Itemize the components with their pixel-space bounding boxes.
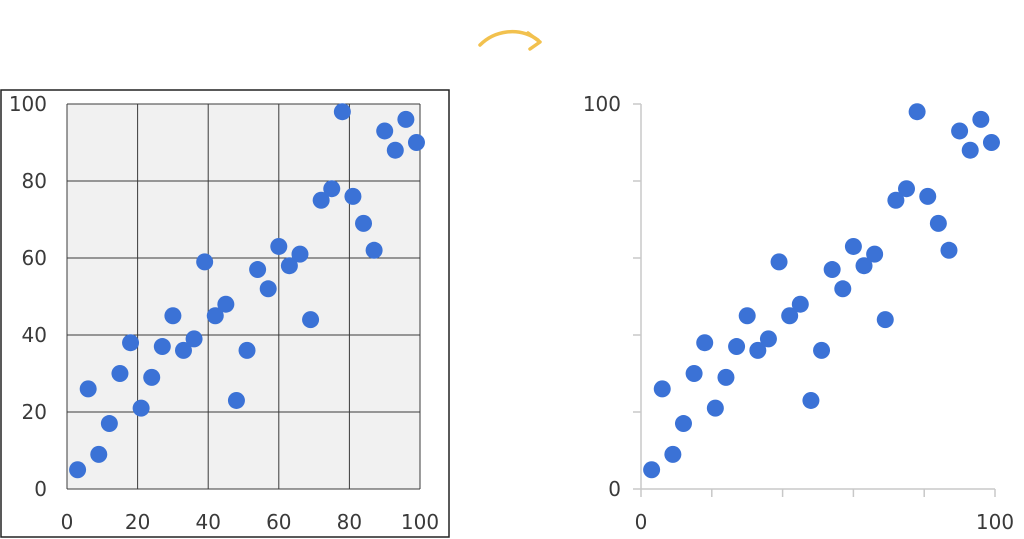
data-point: [749, 341, 767, 359]
y-tick-label: 20: [22, 400, 47, 424]
data-point: [791, 295, 809, 313]
data-point: [217, 295, 235, 313]
data-point: [153, 338, 171, 356]
y-tick-label: 60: [22, 246, 47, 270]
data-point: [386, 141, 404, 159]
data-point: [664, 445, 682, 463]
data-point: [164, 307, 182, 325]
data-point: [196, 253, 214, 271]
data-point: [100, 415, 118, 433]
data-point: [728, 338, 746, 356]
data-point: [227, 391, 245, 409]
data-point: [908, 103, 926, 121]
data-point: [802, 391, 820, 409]
left-scatter-chart: 0 20 40 60 80 100 0 20 40 60 80 100: [9, 92, 439, 534]
y-tick-label: 0: [34, 477, 47, 501]
x-tick-label: 40: [195, 510, 220, 534]
data-point: [79, 380, 97, 398]
x-tick-label: 0: [635, 510, 648, 534]
data-point: [143, 368, 161, 386]
x-tick-label: 80: [337, 510, 362, 534]
x-tick-label: 100: [976, 510, 1014, 534]
x-tick-label: 60: [266, 510, 291, 534]
data-point: [122, 334, 140, 352]
data-point: [312, 191, 330, 209]
y-tick-label: 0: [608, 477, 621, 501]
y-tick-label: 80: [22, 169, 47, 193]
data-point: [738, 307, 756, 325]
data-point: [898, 180, 915, 198]
data-point: [759, 330, 777, 348]
data-point: [770, 253, 788, 271]
data-point: [887, 191, 905, 209]
y-tick-label: 100: [583, 92, 621, 116]
data-point: [69, 461, 87, 479]
data-point: [653, 380, 671, 398]
x-tick-label: 20: [125, 510, 150, 534]
data-point: [249, 261, 267, 279]
data-point: [280, 257, 298, 275]
data-point: [270, 237, 288, 255]
data-point: [238, 341, 256, 359]
data-point: [685, 365, 703, 382]
data-point: [132, 399, 150, 417]
data-point: [111, 365, 129, 382]
data-point: [982, 134, 1000, 151]
data-point: [259, 280, 277, 298]
data-point: [206, 307, 224, 325]
data-point: [866, 245, 884, 263]
data-point: [696, 334, 714, 352]
data-point: [717, 368, 735, 386]
data-point: [929, 214, 947, 232]
data-point: [323, 180, 341, 198]
data-point: [876, 311, 894, 329]
data-point: [643, 461, 661, 479]
data-point: [365, 241, 383, 259]
plot-area: [67, 104, 420, 489]
data-point: [781, 307, 799, 325]
data-point: [185, 330, 203, 348]
y-tick-label: 100: [9, 92, 47, 116]
data-point: [174, 341, 192, 359]
data-point: [706, 399, 724, 417]
data-point: [302, 311, 320, 329]
data-point: [813, 341, 831, 359]
data-point: [961, 141, 979, 159]
data-point: [919, 187, 937, 205]
x-tick-label: 100: [401, 510, 439, 534]
data-point: [291, 245, 309, 263]
right-scatter-chart: 0 100 0 100: [583, 92, 1014, 534]
curved-arrow-right-icon: [478, 29, 542, 51]
data-point: [376, 122, 394, 140]
data-point: [90, 445, 108, 463]
data-point: [951, 122, 969, 140]
data-point: [674, 415, 692, 433]
data-point: [355, 214, 373, 232]
data-point: [823, 261, 841, 279]
data-point: [972, 110, 990, 128]
y-tick-label: 40: [22, 323, 47, 347]
x-tick-label: 0: [61, 510, 74, 534]
data-point: [407, 134, 425, 151]
data-point: [855, 257, 873, 275]
data-point: [333, 103, 351, 121]
data-point: [397, 110, 415, 128]
data-point: [844, 237, 862, 255]
data-point: [344, 187, 362, 205]
data-point: [940, 241, 958, 259]
data-point: [834, 280, 852, 298]
